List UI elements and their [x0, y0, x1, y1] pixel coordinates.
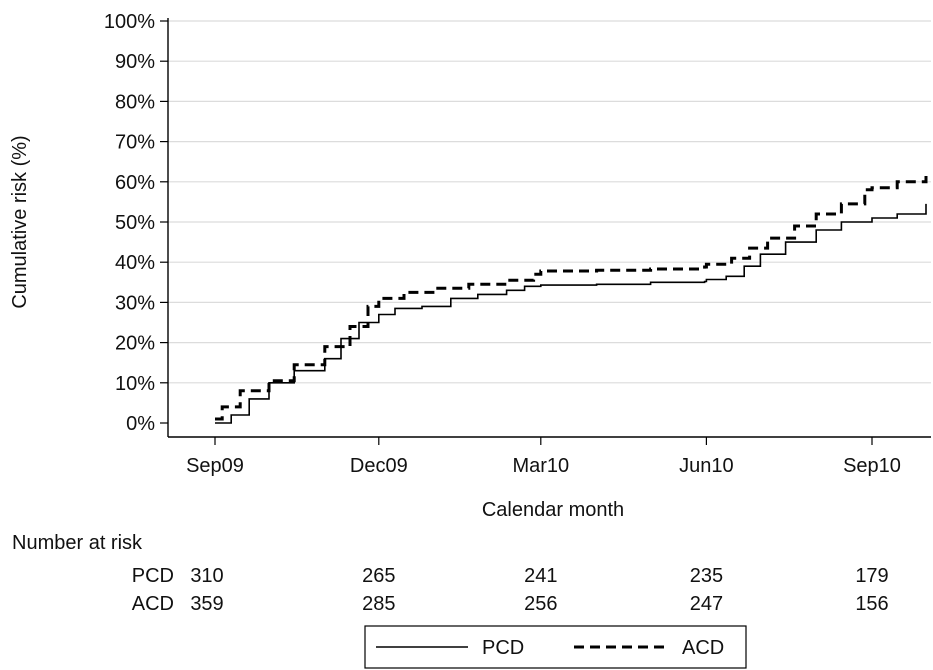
y-tick-label: 60%	[115, 172, 155, 194]
x-tick-label: Sep09	[186, 455, 244, 477]
risk-value: 359	[190, 593, 223, 615]
x-tick-label: Sep10	[843, 455, 901, 477]
risk-value: 265	[362, 565, 395, 587]
y-axis-label: Cumulative risk (%)	[9, 135, 31, 308]
x-tick-label: Mar10	[512, 455, 569, 477]
number-at-risk-table: Number at risk PCD 310 265 241 235 179 ACD 359 2…	[12, 532, 889, 615]
x-axis-label: Calendar month	[482, 499, 624, 521]
x-tick-label: Jun10	[679, 455, 734, 477]
risk-value: 241	[524, 565, 557, 587]
risk-value: 285	[362, 593, 395, 615]
risk-row-label: PCD	[132, 565, 174, 587]
legend-pcd-label: PCD	[482, 637, 524, 659]
y-tick-label: 20%	[115, 333, 155, 355]
y-tick-label: 10%	[115, 373, 155, 395]
y-tick-label: 0%	[126, 413, 155, 435]
y-tick-label: 70%	[115, 132, 155, 154]
grid-lines	[168, 20, 931, 384]
risk-value: 256	[524, 593, 557, 615]
tick-labels: 0% 10% 20% 30% 40% 50% 60% 70% 80% 90% 100% Sep09 De…	[104, 11, 901, 477]
risk-value: 179	[855, 565, 888, 587]
x-tick-label: Dec09	[350, 455, 408, 477]
y-tick-label: 80%	[115, 91, 155, 113]
risk-value: 235	[690, 565, 723, 587]
risk-value: 156	[855, 593, 888, 615]
series-line-pcd	[215, 203, 927, 424]
y-tick-label: 30%	[115, 292, 155, 314]
axes	[160, 18, 931, 445]
series-lines	[215, 173, 928, 424]
risk-value: 247	[690, 593, 723, 615]
y-tick-label: 50%	[115, 212, 155, 234]
risk-row-label: ACD	[132, 593, 174, 615]
legend: PCD ACD	[364, 625, 747, 669]
y-tick-label: 100%	[104, 11, 155, 33]
y-tick-label: 40%	[115, 252, 155, 274]
y-tick-label: 90%	[115, 51, 155, 73]
risk-value: 310	[190, 565, 223, 587]
legend-acd-label: ACD	[682, 637, 724, 659]
risk-table-title: Number at risk	[12, 532, 143, 554]
series-line-acd	[215, 173, 928, 421]
